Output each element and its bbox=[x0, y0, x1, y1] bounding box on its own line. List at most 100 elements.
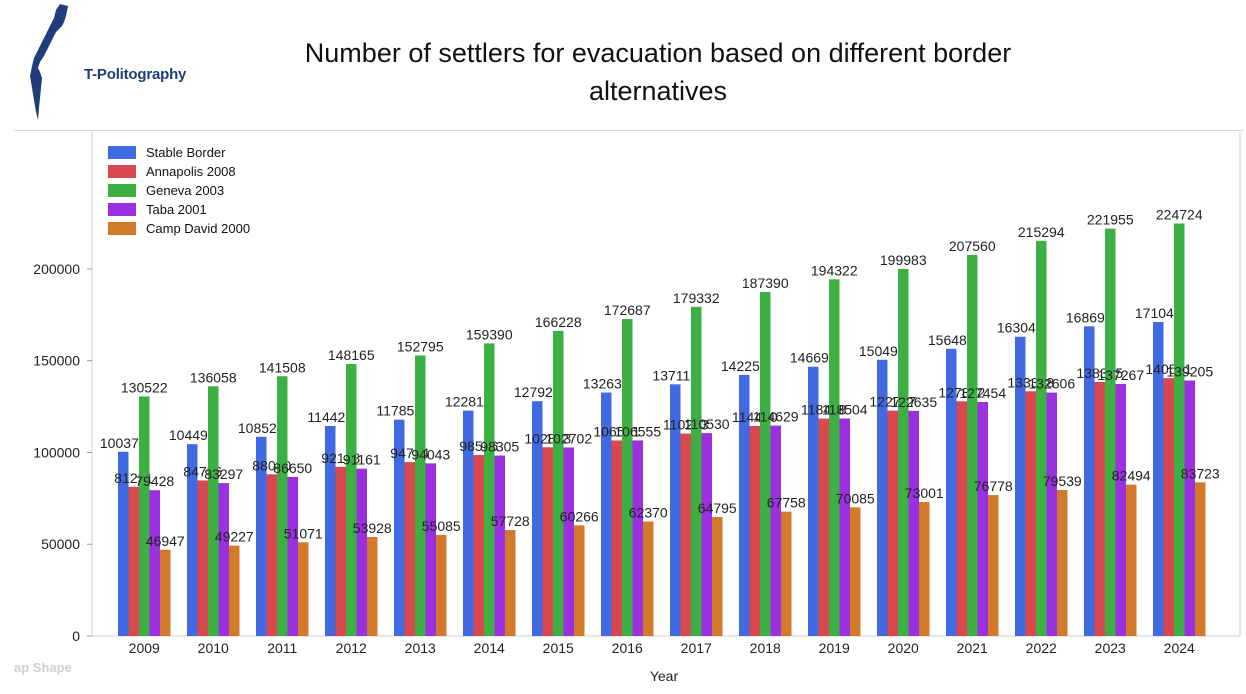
data-label: 82494 bbox=[1112, 468, 1151, 484]
y-tick-label: 50000 bbox=[41, 536, 80, 552]
data-label: 122816 bbox=[445, 394, 492, 410]
legend-label: Geneva 2003 bbox=[146, 183, 225, 198]
bar-taba-2001 bbox=[977, 402, 988, 636]
bar-geneva-2003 bbox=[829, 279, 840, 636]
bar-camp-david-2000 bbox=[1195, 482, 1206, 636]
bar-geneva-2003 bbox=[277, 376, 288, 636]
x-tick-label: 2021 bbox=[957, 640, 988, 656]
bar-camp-david-2000 bbox=[160, 549, 171, 636]
legend-item: Taba 2001 bbox=[108, 200, 250, 219]
bar-taba-2001 bbox=[1115, 384, 1126, 636]
data-label: 137267 bbox=[1097, 367, 1144, 383]
y-tick-label: 200000 bbox=[33, 261, 80, 277]
legend-swatch bbox=[108, 203, 136, 216]
bar-annapolis-2008 bbox=[887, 410, 898, 636]
bar-stable-border bbox=[1015, 336, 1026, 636]
data-label: 79428 bbox=[135, 473, 174, 489]
data-label: 194322 bbox=[811, 262, 858, 278]
legend-label: Camp David 2000 bbox=[146, 221, 251, 236]
data-label: 106555 bbox=[614, 423, 661, 439]
bar-annapolis-2008 bbox=[404, 462, 415, 636]
watermark-text: ap Shape bbox=[14, 660, 72, 675]
x-tick-label: 2015 bbox=[543, 640, 574, 656]
x-tick-label: 2017 bbox=[681, 640, 712, 656]
bar-annapolis-2008 bbox=[473, 455, 484, 636]
bar-camp-david-2000 bbox=[850, 507, 861, 636]
bar-camp-david-2000 bbox=[1126, 484, 1137, 636]
bar-geneva-2003 bbox=[1036, 240, 1047, 636]
x-tick-label: 2024 bbox=[1164, 640, 1195, 656]
data-label: 57728 bbox=[491, 513, 530, 529]
bar-geneva-2003 bbox=[760, 292, 771, 636]
bar-taba-2001 bbox=[770, 425, 781, 636]
bar-geneva-2003 bbox=[622, 319, 633, 636]
data-label: 110530 bbox=[684, 416, 730, 432]
bar-stable-border bbox=[394, 419, 405, 636]
x-tick-label: 2019 bbox=[819, 640, 850, 656]
x-tick-label: 2023 bbox=[1095, 640, 1126, 656]
data-label: 163047 bbox=[997, 320, 1044, 336]
data-label: 104498 bbox=[169, 427, 216, 443]
data-label: 215294 bbox=[1018, 224, 1065, 240]
data-label: 70085 bbox=[836, 490, 875, 506]
data-label: 172687 bbox=[604, 302, 651, 318]
bar-stable-border bbox=[463, 410, 474, 636]
legend-swatch bbox=[108, 165, 136, 178]
bar-camp-david-2000 bbox=[988, 495, 999, 636]
logo: ⑂ T-Politography bbox=[22, 2, 192, 124]
bar-annapolis-2008 bbox=[611, 440, 622, 636]
bar-taba-2001 bbox=[632, 440, 643, 636]
data-label: 168698 bbox=[1066, 309, 1113, 325]
bar-taba-2001 bbox=[563, 447, 574, 636]
data-label: 60266 bbox=[560, 508, 599, 524]
chart-title: Number of settlers for evacuation based … bbox=[304, 38, 1012, 106]
data-label: 64795 bbox=[698, 500, 737, 516]
data-label: 51071 bbox=[284, 525, 323, 541]
data-label: 62370 bbox=[629, 505, 668, 521]
data-label: 207560 bbox=[949, 238, 996, 254]
data-label: 221955 bbox=[1087, 212, 1134, 228]
bar-geneva-2003 bbox=[139, 396, 150, 636]
bar-camp-david-2000 bbox=[298, 542, 309, 636]
bar-annapolis-2008 bbox=[128, 486, 139, 636]
bar-taba-2001 bbox=[1046, 392, 1057, 636]
data-label: 137118 bbox=[652, 367, 698, 383]
bar-taba-2001 bbox=[1184, 380, 1195, 636]
bar-taba-2001 bbox=[908, 410, 919, 636]
data-label: 83723 bbox=[1181, 465, 1220, 481]
bar-taba-2001 bbox=[149, 490, 160, 636]
data-label: 166228 bbox=[535, 314, 582, 330]
bar-stable-border bbox=[1084, 326, 1095, 636]
data-label: 156485 bbox=[928, 332, 975, 348]
bar-camp-david-2000 bbox=[436, 534, 447, 636]
bar-taba-2001 bbox=[356, 468, 367, 636]
bar-stable-border bbox=[601, 392, 612, 636]
data-label: 108529 bbox=[238, 420, 285, 436]
data-label: 150490 bbox=[859, 343, 906, 359]
bar-annapolis-2008 bbox=[1163, 378, 1174, 636]
x-tick-label: 2012 bbox=[336, 640, 367, 656]
bar-camp-david-2000 bbox=[643, 521, 654, 636]
legend-swatch bbox=[108, 222, 136, 235]
bar-camp-david-2000 bbox=[229, 545, 240, 636]
bar-camp-david-2000 bbox=[367, 537, 378, 636]
data-label: 224724 bbox=[1156, 207, 1203, 223]
data-label: 152795 bbox=[397, 339, 444, 355]
bar-annapolis-2008 bbox=[197, 480, 208, 636]
bar-annapolis-2008 bbox=[335, 466, 346, 636]
bar-geneva-2003 bbox=[415, 355, 426, 636]
bar-annapolis-2008 bbox=[818, 418, 829, 636]
data-label: 117857 bbox=[376, 403, 422, 419]
x-tick-label: 2009 bbox=[129, 640, 160, 656]
legend-swatch bbox=[108, 146, 136, 159]
data-label: 141508 bbox=[259, 359, 306, 375]
legend-label: Taba 2001 bbox=[146, 202, 207, 217]
data-label: 86650 bbox=[273, 460, 312, 476]
data-label: 73001 bbox=[905, 485, 944, 501]
legend-item: Annapolis 2008 bbox=[108, 162, 250, 181]
data-label: 187390 bbox=[742, 275, 789, 291]
data-label: 76778 bbox=[974, 478, 1013, 494]
data-label: 199983 bbox=[880, 252, 927, 268]
bar-geneva-2003 bbox=[898, 268, 909, 636]
bar-annapolis-2008 bbox=[680, 433, 691, 636]
